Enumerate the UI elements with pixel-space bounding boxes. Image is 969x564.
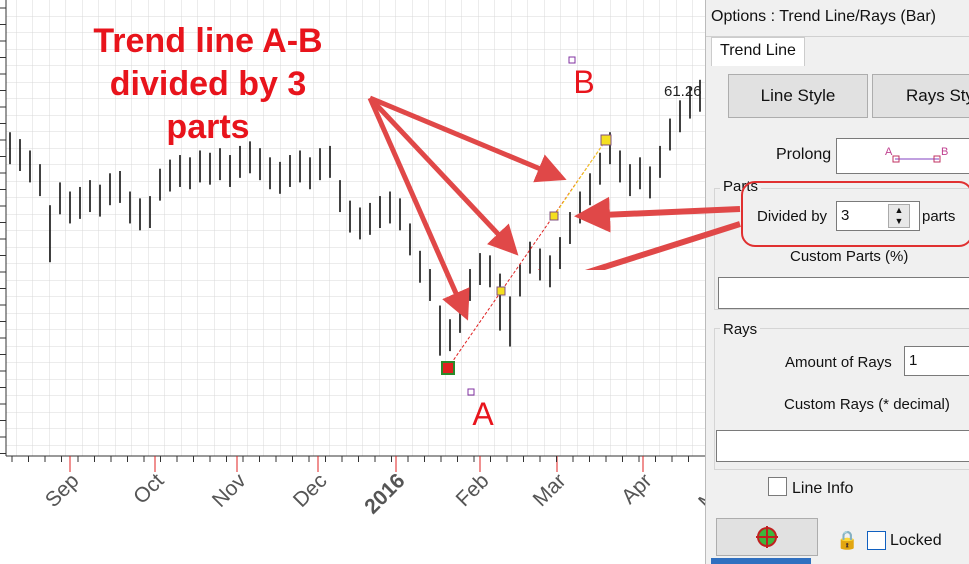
- point-a-label: A: [472, 396, 494, 432]
- options-panel: Options : Trend Line/Rays (Bar) Trend Li…: [705, 0, 969, 564]
- line-info-label: Line Info: [792, 480, 854, 497]
- x-tick-label: Apr: [617, 469, 656, 508]
- rays-style-button[interactable]: Rays Style: [872, 74, 969, 118]
- label-handle: [467, 388, 475, 396]
- x-tick-label: Oct: [129, 469, 168, 508]
- color-button[interactable]: [716, 518, 818, 556]
- arrow: [367, 96, 470, 321]
- price-bars: [9, 79, 701, 356]
- line-info-checkbox[interactable]: [768, 477, 787, 496]
- x-tick-label: Feb: [452, 469, 494, 511]
- locked-checkbox[interactable]: [867, 531, 886, 550]
- panel-title: Options : Trend Line/Rays (Bar): [711, 8, 936, 25]
- highlight: [741, 181, 969, 247]
- annotation-line: Trend line A-B: [93, 22, 322, 60]
- line-style-button[interactable]: Line Style: [728, 74, 868, 118]
- custom-parts-label: Custom Parts (%): [790, 248, 909, 265]
- x-tick-label: Sep: [41, 469, 84, 512]
- arrow: [368, 96, 519, 256]
- locked-label: Locked: [890, 532, 942, 549]
- parts-group: [714, 188, 969, 310]
- svg-text:A: A: [885, 146, 893, 158]
- bottom-bar: [711, 558, 811, 564]
- point-b-handle[interactable]: [600, 134, 612, 146]
- arrow: [574, 196, 741, 233]
- lock-icon: 🔒: [836, 530, 859, 550]
- tab-bar: [706, 36, 969, 37]
- arrow: [369, 95, 567, 183]
- custom-rays-label: Custom Rays (* decimal): [784, 396, 950, 413]
- x-tick-label: Dec: [289, 469, 332, 512]
- rays-group-label: Rays: [720, 321, 761, 338]
- x-tick-label: Mar: [529, 469, 571, 511]
- annotation-line: divided by 3: [110, 65, 307, 103]
- panel-arrows: [510, 196, 741, 270]
- custom-rays-input[interactable]: [716, 430, 969, 462]
- spinner[interactable]: ▲ ▼: [888, 204, 910, 228]
- x-tick-label: May: [694, 469, 705, 514]
- label-handle: [568, 56, 576, 64]
- arrow: [510, 221, 741, 270]
- svg-text:B: B: [941, 146, 948, 158]
- arrows: [367, 95, 567, 321]
- annotation-line: parts: [166, 108, 249, 146]
- prolong-label: Prolong: [776, 146, 832, 163]
- rays-amount-label: Amount of Rays: [785, 354, 892, 371]
- point-a-handle[interactable]: [441, 361, 455, 375]
- chart: Sep Oct Nov Dec 2016 Feb Mar Apr May A B 61.26 T…: [0, 0, 705, 519]
- point-b-label: B: [573, 64, 594, 100]
- divided-label: Divided by: [757, 208, 828, 225]
- rays-group: [714, 328, 969, 470]
- x-tick-label: 2016: [360, 469, 409, 518]
- rays-input[interactable]: 1: [904, 346, 969, 376]
- part-handle[interactable]: [549, 211, 559, 221]
- price-label: 61.26: [664, 83, 702, 100]
- parts-unit: parts: [922, 208, 956, 225]
- trend-line-part: [553, 139, 607, 217]
- x-tick-label: Nov: [208, 469, 251, 512]
- custom-parts-input[interactable]: [718, 277, 969, 309]
- part-handle[interactable]: [496, 286, 506, 296]
- tab[interactable]: Trend Line: [711, 37, 805, 66]
